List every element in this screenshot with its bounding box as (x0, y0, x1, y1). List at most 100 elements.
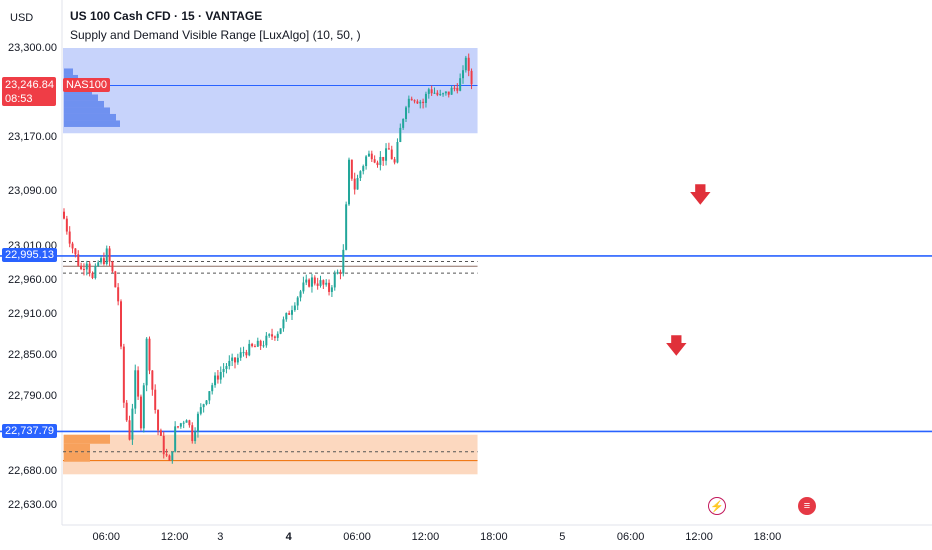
chart-title[interactable]: US 100 Cash CFD · 15 · VANTAGE (70, 9, 263, 23)
candle-body (80, 265, 83, 270)
candle-body (362, 166, 365, 172)
candle-body (251, 343, 254, 347)
candle-body (462, 70, 464, 79)
candle-body (464, 57, 467, 71)
candle-body (376, 162, 379, 166)
x-tick-label: 06:00 (92, 531, 121, 543)
y-tick-label: 22,790.00 (8, 389, 57, 402)
flash-icon[interactable]: ⚡ (708, 497, 726, 515)
y-tick-label: 22,850.00 (8, 348, 57, 361)
candle-body (442, 93, 445, 95)
indicator-legend[interactable]: Supply and Demand Visible Range [LuxAlgo… (70, 28, 361, 42)
candle-body (405, 107, 407, 119)
candle-body (333, 273, 336, 288)
candle-body (271, 334, 274, 337)
candle-body (356, 178, 359, 190)
upper-level-tag[interactable]: 22,995.13 (2, 248, 57, 262)
candle-body (316, 283, 319, 286)
candle-body (125, 402, 128, 421)
candle-body (108, 248, 111, 262)
candle-body (77, 254, 80, 266)
candle-body (65, 218, 68, 232)
candle-body (433, 92, 436, 94)
x-tick-label: 18:00 (753, 531, 782, 543)
candle-body (410, 98, 413, 101)
supply-profile-bar (64, 100, 104, 108)
us-flag-icon[interactable]: ≡ (798, 497, 816, 515)
candle-body (293, 305, 296, 311)
candle-body (379, 156, 382, 166)
candle-body (100, 258, 103, 263)
candle-body (342, 249, 345, 274)
x-tick-label: 06:00 (616, 531, 645, 543)
candle-body (373, 159, 376, 163)
candle-body (450, 87, 453, 95)
supply-profile-bar (64, 94, 98, 101)
candle-body (339, 271, 342, 274)
candle-body (262, 345, 265, 347)
candle-body (385, 148, 388, 161)
candle-body (285, 313, 288, 320)
y-tick-label: 22,630.00 (8, 499, 57, 511)
y-tick-label: 23,090.00 (8, 185, 57, 198)
candle-body (382, 156, 385, 161)
down-arrow-icon[interactable]: 🡇 (689, 182, 712, 207)
candle-body (179, 423, 182, 427)
candle-body (165, 454, 168, 456)
candle-body (459, 78, 462, 91)
candle-body (202, 404, 205, 408)
candle-body (142, 385, 145, 429)
candle-body (199, 407, 202, 414)
candle-body (196, 413, 199, 432)
candle-body (427, 89, 430, 94)
candle-body (282, 319, 285, 329)
candle-body (131, 408, 134, 440)
candle-body (174, 426, 177, 452)
candle-body (171, 451, 174, 461)
candle-body (424, 93, 427, 104)
candle-body (313, 277, 316, 284)
candle-body (148, 338, 151, 371)
candle-body (122, 346, 125, 403)
candle-body (416, 101, 419, 104)
candle-body (399, 127, 402, 143)
bar-countdown: 08:53 (5, 93, 33, 105)
candle-body (219, 372, 222, 380)
x-tick-label: 5 (559, 531, 566, 543)
candle-body (68, 231, 71, 244)
candle-body (137, 370, 140, 397)
candle-body (222, 369, 225, 373)
candle-body (436, 92, 439, 95)
x-tick-label: 06:00 (343, 531, 371, 543)
candle-body (422, 101, 425, 104)
last-price-tag: 23,246.84 08:53 (2, 77, 56, 106)
candle-body (234, 357, 236, 363)
candle-body (245, 352, 248, 356)
candle-body (117, 287, 120, 302)
candle-body (182, 422, 185, 424)
candle-body (367, 153, 370, 157)
y-tick-label: 22,960.00 (8, 273, 57, 286)
candle-body (225, 366, 228, 370)
down-arrow-icon[interactable]: 🡇 (665, 333, 688, 358)
candle-body (305, 279, 308, 283)
currency-label[interactable]: USD (10, 12, 34, 24)
candle-body (407, 98, 410, 108)
candle-body (211, 385, 214, 392)
candle-body (387, 148, 390, 150)
candle-body (120, 301, 122, 347)
y-tick-label: 22,910.00 (8, 308, 57, 320)
candle-body (97, 262, 100, 267)
candle-body (177, 426, 179, 428)
candle-body (85, 263, 88, 270)
candle-body (330, 287, 333, 292)
supply-profile-bar (64, 120, 120, 127)
candle-body (208, 391, 211, 401)
candle-body (310, 277, 313, 287)
lower-level-tag[interactable]: 22,737.79 (2, 424, 57, 438)
candle-body (350, 159, 353, 179)
candle-body (319, 280, 322, 286)
y-tick-label: 23,170.00 (8, 130, 57, 143)
candle-body (185, 420, 188, 423)
